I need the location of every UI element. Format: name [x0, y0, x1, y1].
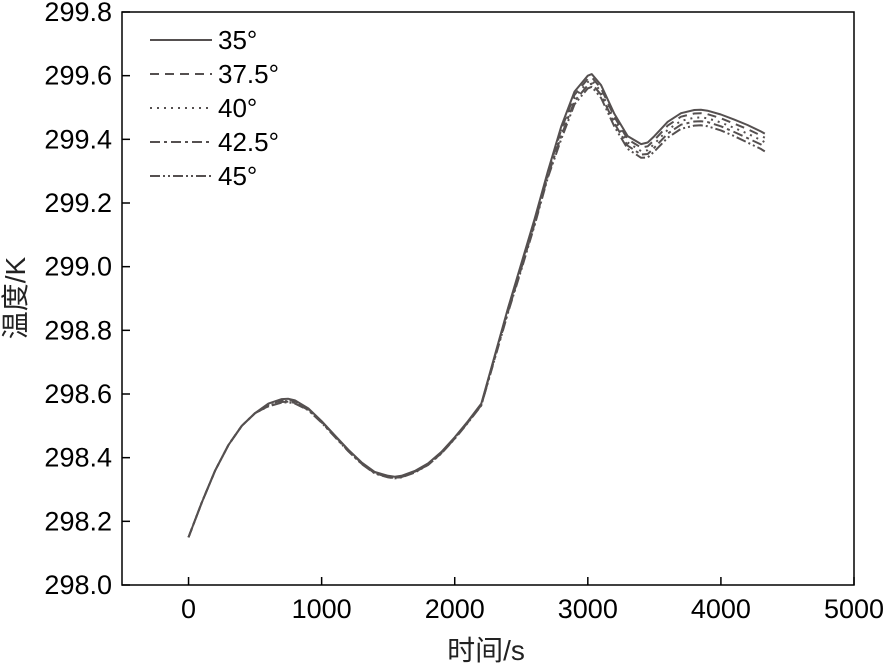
x-tick-label: 0	[181, 594, 196, 624]
series-line	[187, 82, 766, 538]
y-axis: 298.0 298.2 298.4 298.6 298.8 299.0 299.2 299.4…	[44, 0, 130, 600]
series-lines	[187, 73, 766, 538]
y-tick-label: 298.8	[44, 315, 112, 345]
legend-label: 35°	[218, 25, 257, 55]
legend: 35° 37.5° 40° 42.5° 45°	[150, 25, 279, 191]
legend-label: 37.5°	[218, 59, 279, 89]
y-tick-label: 299.6	[44, 61, 112, 91]
y-tick-label: 299.4	[44, 124, 112, 154]
y-tick-label: 298.6	[44, 379, 112, 409]
series-line	[187, 79, 766, 538]
x-tick-label: 5000	[824, 594, 884, 624]
y-tick-label: 299.2	[44, 188, 112, 218]
legend-label: 45°	[218, 161, 257, 191]
x-tick-label: 1000	[292, 594, 352, 624]
y-tick-label: 298.2	[44, 506, 112, 536]
y-tick-label: 298.0	[44, 570, 112, 600]
y-tick-label: 298.4	[44, 443, 112, 473]
y-tick-label: 299.0	[44, 252, 112, 282]
x-tick-label: 3000	[558, 594, 618, 624]
y-tick-label: 299.8	[44, 0, 112, 27]
x-axis: 0 1000 2000 3000 4000 5000	[181, 577, 884, 624]
legend-label: 42.5°	[218, 127, 279, 157]
series-line	[187, 85, 766, 538]
x-tick-label: 4000	[691, 594, 751, 624]
x-tick-label: 2000	[425, 594, 485, 624]
y-axis-label: 温度/K	[0, 256, 31, 339]
legend-label: 40°	[218, 93, 257, 123]
plot-frame	[121, 11, 855, 586]
series-line	[187, 76, 766, 538]
x-axis-label: 时间/s	[447, 635, 525, 666]
